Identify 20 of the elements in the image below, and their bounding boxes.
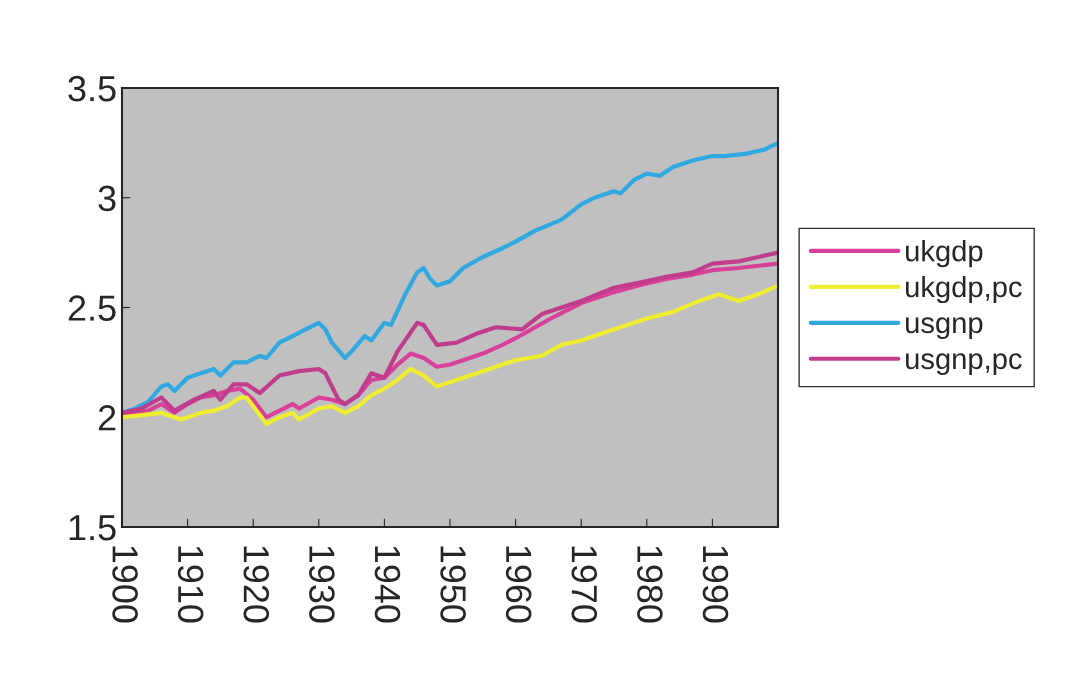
y-tick-label: 1.5: [69, 515, 116, 541]
legend-label: ukgdp,pc: [906, 275, 1022, 304]
y-tick-label: 2: [98, 405, 116, 431]
x-tick-label: 1990: [702, 546, 729, 623]
x-tick-label: 1970: [571, 546, 598, 623]
y-tick-label: 3.5: [68, 75, 116, 102]
line-series: [122, 283, 778, 426]
legend-label: ukgdp: [906, 240, 983, 268]
x-tick-label: 1980: [637, 546, 663, 623]
y-tick-label: 2.5: [68, 295, 116, 321]
y-tick-label: 3: [98, 185, 116, 212]
x-tick-label: 1950: [440, 546, 466, 623]
legend-label: usgnp: [906, 317, 983, 340]
x-tick-label: 1960: [505, 546, 532, 623]
x-tick-label: 1930: [309, 546, 335, 623]
x-tick-label: 1920: [243, 546, 270, 623]
x-tick-label: 1900: [112, 546, 138, 623]
x-tick-label: 1940: [374, 546, 401, 623]
legend-label: usgnp,pc: [906, 353, 1022, 375]
x-tick-label: 1910: [177, 546, 204, 623]
